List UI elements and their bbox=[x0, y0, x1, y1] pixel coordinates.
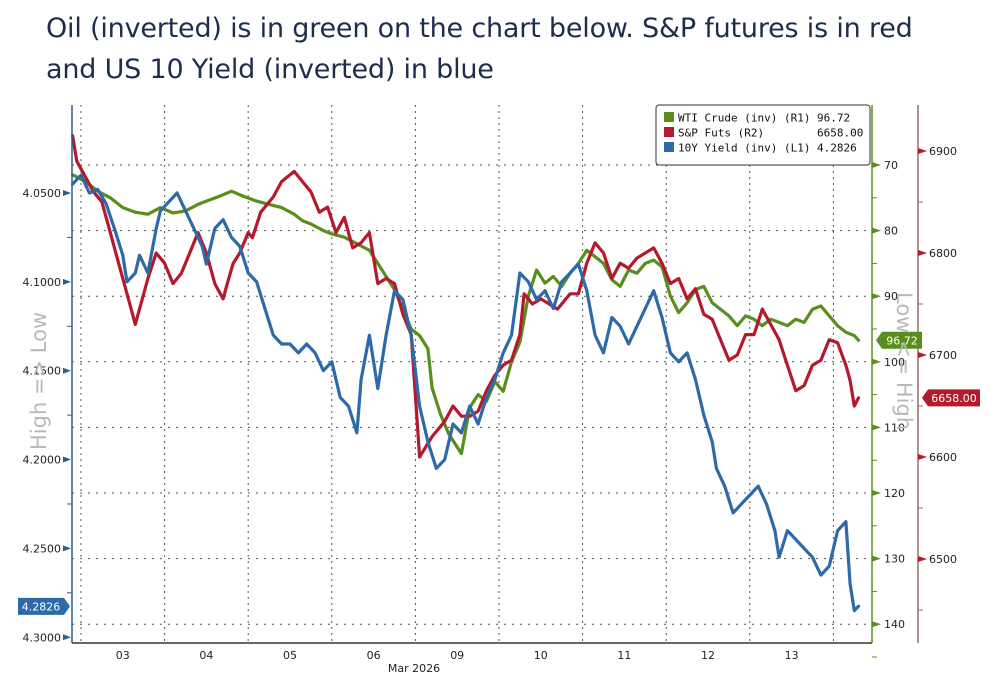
r2-tick-marker bbox=[918, 454, 927, 460]
legend-value: 96.72 bbox=[817, 112, 850, 125]
x-tick-label: 03 bbox=[116, 649, 130, 662]
x-axis-label: Mar 2026 bbox=[388, 662, 440, 675]
r2-tick-label: 6600 bbox=[929, 451, 957, 464]
r2-tick-label: 6900 bbox=[929, 145, 957, 158]
x-tick-label: 13 bbox=[785, 649, 799, 662]
legend-swatch bbox=[664, 112, 674, 122]
x-tick-label: 10 bbox=[534, 649, 548, 662]
r1-tick-marker bbox=[872, 424, 881, 431]
legend: WTI Crude (inv) (R1) 96.72 S&P Futs (R2) 66… bbox=[655, 104, 871, 166]
r2-tick-marker bbox=[918, 250, 927, 256]
headline-line-2: and US 10 Yield (inverted) in blue bbox=[46, 54, 494, 85]
left-tick-label: 4.0500 bbox=[23, 187, 62, 200]
left-side-label: High => Low bbox=[27, 312, 51, 450]
last-value-badges: 96.72 6658.00 4.2826 bbox=[18, 331, 980, 615]
gridlines bbox=[72, 105, 872, 643]
r1-tick-label: 90 bbox=[884, 290, 898, 303]
r2-tick-marker bbox=[918, 352, 927, 358]
headline: Oil (inverted) is in green on the chart … bbox=[46, 8, 986, 90]
series-line-wti bbox=[71, 173, 861, 456]
r1-tick-marker bbox=[872, 358, 881, 365]
wti-last-badge-text: 96.72 bbox=[886, 334, 918, 347]
r1-tick-label: 100 bbox=[884, 356, 905, 369]
left-tick-marker bbox=[63, 545, 71, 552]
left-tick-marker bbox=[63, 190, 71, 196]
left-tick-label: 4.2000 bbox=[23, 454, 62, 467]
legend-box bbox=[655, 104, 871, 166]
r1-tick-label: 130 bbox=[884, 553, 905, 566]
axes: 4.0500 4.1000 4.1500 4.2000 4.2500 4.3000 70 80… bbox=[23, 105, 957, 662]
headline-line-1: Oil (inverted) is in green on the chart … bbox=[46, 13, 913, 44]
r1-tick-label: 140 bbox=[884, 618, 905, 631]
legend-label: WTI Crude (inv) (R1) bbox=[678, 112, 810, 125]
legend-swatch bbox=[664, 127, 674, 137]
x-tick-label: 12 bbox=[701, 649, 715, 662]
r1-tick-marker bbox=[872, 621, 881, 628]
series-layer bbox=[71, 134, 861, 613]
r2-tick-marker bbox=[918, 556, 927, 562]
r2-tick-label: 6700 bbox=[929, 349, 957, 362]
right-side-label: Low <= High bbox=[892, 292, 916, 430]
series-line-yield bbox=[71, 173, 861, 613]
series-line-sp bbox=[71, 134, 861, 459]
r1-tick-marker bbox=[872, 490, 881, 496]
left-tick-marker bbox=[63, 634, 71, 641]
r1-tick-marker bbox=[872, 162, 881, 168]
left-tick-label: 4.1000 bbox=[23, 276, 62, 289]
yield-last-badge-text: 4.2826 bbox=[22, 600, 61, 613]
r2-tick-label: 6800 bbox=[929, 247, 957, 260]
x-tick-label: 09 bbox=[450, 649, 464, 662]
x-tick-label: 05 bbox=[283, 649, 297, 662]
legend-label: S&P Futs (R2) bbox=[678, 127, 764, 140]
left-tick-marker bbox=[63, 367, 71, 374]
left-tick-label: 4.3000 bbox=[23, 631, 62, 644]
legend-value: 6658.00 bbox=[817, 127, 863, 140]
r1-tick-label: 70 bbox=[884, 159, 898, 172]
left-tick-marker bbox=[63, 278, 71, 285]
left-tick-marker bbox=[63, 456, 71, 463]
r1-tick-marker bbox=[872, 293, 881, 300]
r1-tick-marker bbox=[872, 555, 881, 562]
r1-tick-label: 120 bbox=[884, 487, 905, 500]
x-tick-label: 06 bbox=[367, 649, 381, 662]
wti-last-badge bbox=[876, 331, 922, 349]
r2-tick-label: 6500 bbox=[929, 553, 957, 566]
r1-tick-label: 110 bbox=[884, 421, 905, 434]
sp-last-badge-text: 6658.00 bbox=[931, 392, 977, 405]
x-tick-label: 11 bbox=[617, 649, 631, 662]
r1-tick-marker bbox=[872, 227, 881, 234]
left-tick-label: 4.1500 bbox=[23, 365, 62, 378]
yield-last-badge bbox=[18, 597, 70, 615]
x-tick-label: 04 bbox=[199, 649, 213, 662]
sp-last-badge bbox=[922, 389, 980, 407]
r2-tick-marker bbox=[918, 148, 927, 154]
legend-swatch bbox=[664, 142, 674, 152]
legend-value: 4.2826 bbox=[817, 142, 857, 155]
legend-label: 10Y Yield (inv) (L1) bbox=[678, 142, 810, 155]
left-tick-label: 4.2500 bbox=[23, 542, 62, 555]
r1-tick-label: 80 bbox=[884, 225, 898, 238]
